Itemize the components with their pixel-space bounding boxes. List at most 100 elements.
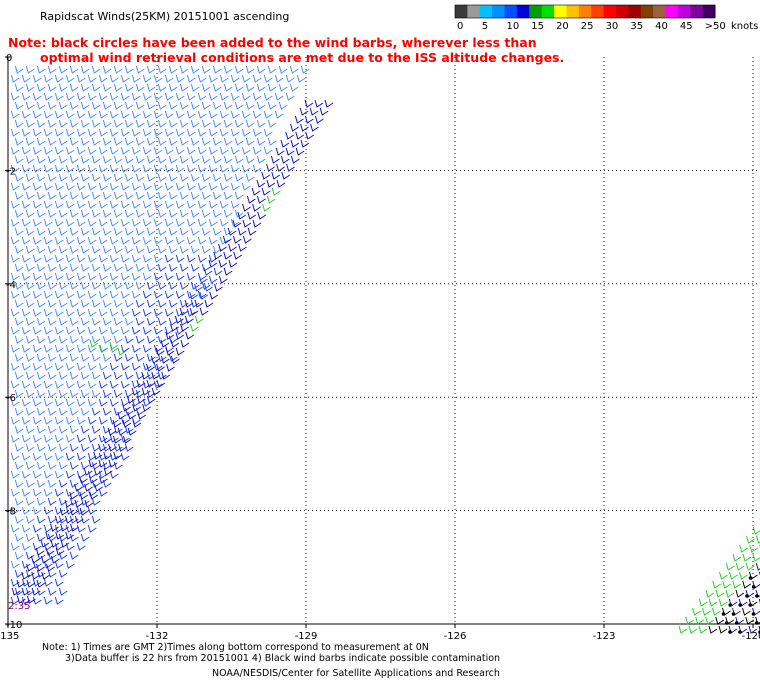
wind-barb [166,363,175,372]
barb-shape [197,110,207,119]
barb-shape [47,569,57,578]
barb-shape [295,147,305,156]
barb-shape [98,146,108,155]
barb-shape [208,259,218,268]
barb-shape [54,182,64,191]
barb-shape [201,65,211,74]
barb-shape [136,395,146,404]
barb-shape [289,65,299,74]
barb-shape [174,315,184,324]
barb-shape [175,272,185,281]
wind-barb [189,291,199,300]
wind-barb [10,110,20,119]
wind-barb [252,128,262,137]
barb-shape [10,308,20,317]
wind-barb [69,425,79,434]
wind-barb [58,515,68,524]
barb-shape [131,387,141,396]
wind-barb [102,155,112,164]
barb-shape [190,281,200,290]
wind-barb [692,607,701,616]
barb-shape [197,146,207,155]
barb-shape [32,182,42,191]
wind-barb [278,65,288,74]
barb-shape [80,425,90,434]
barb-shape [65,470,75,479]
barb-shape [69,407,79,416]
wind-barb [304,99,314,108]
wind-barb [168,299,178,308]
wind-barb [69,191,79,200]
legend-swatch [690,5,704,18]
barb-shape [198,275,208,284]
barb-shape [76,290,86,299]
wind-barb [60,523,69,532]
wind-barb [735,589,745,598]
wind-barb [109,164,119,173]
barb-shape [212,119,222,128]
wind-barb [54,308,64,317]
barb-shape [212,137,222,146]
wind-barb [124,407,134,416]
wind-barb [131,387,141,396]
wind-barb [157,353,167,362]
legend-label: 45 [680,21,693,32]
wind-barb [153,290,163,299]
barb-shape [732,580,742,589]
barb-shape [32,560,42,569]
wind-barb [731,607,741,616]
wind-barb [14,191,24,200]
barb-shape [43,434,53,443]
wind-barb [164,92,174,101]
wind-barb [32,254,42,263]
wind-barb [212,119,222,128]
wind-barb [43,128,53,137]
barb-shape [212,65,222,74]
wind-barb [186,164,196,173]
wind-barb [299,107,309,116]
wind-barb [142,344,152,353]
barb-shape [175,236,185,245]
wind-barb [109,146,119,155]
barb-shape [80,461,90,470]
barb-shape [180,323,189,332]
barb-shape [31,571,41,580]
barb-shape [80,191,90,200]
wind-barb [208,259,218,268]
quality-dot [751,585,756,589]
barb-shape [286,163,295,172]
barb-shape [199,307,209,316]
barb-shape [241,74,251,83]
wind-barb [65,362,75,371]
barb-shape [131,344,141,353]
barb-shape [252,203,261,212]
wind-barb [241,146,251,155]
barb-shape [113,335,123,344]
wind-barb [76,128,86,137]
barb-shape [54,515,64,524]
wind-barb [21,182,31,191]
barb-shape [124,191,134,200]
wind-barb [113,299,123,308]
wind-barb [47,497,57,506]
barb-shape [304,99,314,108]
barb-shape [184,299,194,308]
wind-barb [32,308,42,317]
barb-shape [58,191,68,200]
wind-barb [164,218,174,227]
wind-barb [54,164,64,173]
wind-barb [190,137,200,146]
wind-barb [179,155,189,164]
barb-shape [212,173,222,182]
wind-barb [135,335,145,344]
barb-shape [36,317,46,326]
barb-shape [11,587,21,596]
barb-shape [98,398,108,407]
wind-barb [54,110,64,119]
barb-shape [80,65,90,74]
legend-swatch [640,5,654,18]
barb-shape [161,371,171,380]
wind-barb [36,497,46,506]
barb-shape [80,317,90,326]
barb-shape [702,607,711,616]
